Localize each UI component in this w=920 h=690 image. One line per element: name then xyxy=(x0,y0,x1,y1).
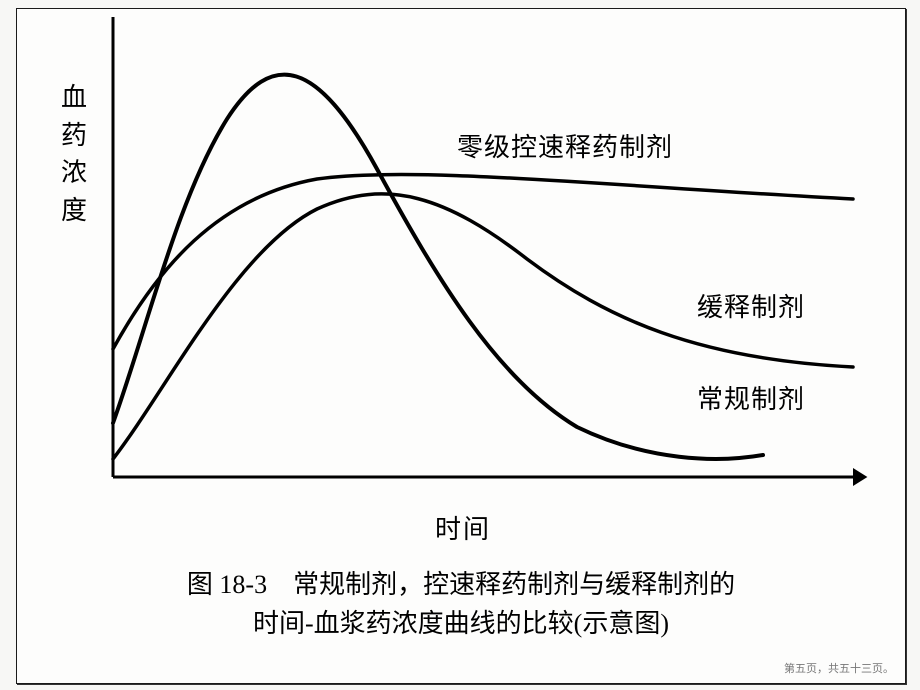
label-conventional: 常规制剂 xyxy=(697,379,805,416)
page-footer: 第五页，共五十三页。 xyxy=(784,660,894,676)
x-axis-arrow-icon xyxy=(853,468,867,486)
curve-sustained xyxy=(113,194,853,459)
label-zero-order: 零级控速释药制剂 xyxy=(457,127,673,164)
scan-frame: 血药浓度 零级控速释药制剂 缓释制剂 常规制剂 时间 图 18-3 常规制剂，控… xyxy=(16,8,906,684)
caption-line-1: 图 18-3 常规制剂，控速释药制剂与缓释制剂的 xyxy=(187,570,735,599)
label-sustained: 缓释制剂 xyxy=(697,287,805,324)
figure-caption: 图 18-3 常规制剂，控速释药制剂与缓释制剂的 时间-血浆药浓度曲线的比较(示… xyxy=(17,565,905,643)
caption-line-2: 时间-血浆药浓度曲线的比较(示意图) xyxy=(253,609,669,638)
y-axis-label: 血药浓度 xyxy=(61,79,87,230)
x-axis-label: 时间 xyxy=(435,509,491,546)
